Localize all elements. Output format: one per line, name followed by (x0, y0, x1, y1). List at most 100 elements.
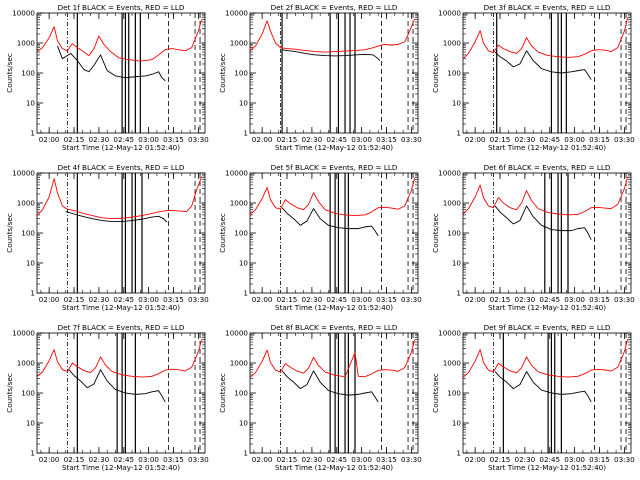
x-tick-label: 02:45 (326, 135, 347, 144)
x-tick-label: 02:30 (89, 455, 110, 464)
x-tick-label: 02:15 (277, 135, 298, 144)
y-axis-label: Counts/sec (431, 373, 440, 413)
x-tick-label: 02:00 (39, 295, 60, 304)
y-tick-label: 10000 (12, 9, 35, 18)
y-tick-label: 1 (456, 129, 461, 138)
y-tick-label: 1000 (443, 39, 462, 48)
y-tick-label: 1 (30, 289, 35, 298)
chart-title: Det 4f BLACK = Events, RED = LLD (58, 163, 185, 172)
x-tick-label: 03:15 (163, 135, 184, 144)
chart-title: Det 1f BLACK = Events, RED = LLD (58, 3, 185, 12)
x-tick-label: 02:15 (277, 455, 298, 464)
chart-panel: Det 6f BLACK = Events, RED = LLD 1 10 100 10… (431, 163, 635, 312)
y-tick-label: 1000 (17, 199, 36, 208)
x-tick-label: 03:00 (564, 295, 585, 304)
x-tick-label: 03:00 (351, 455, 372, 464)
x-axis-label: Start Time (12-May-12 01:52:40) (275, 463, 393, 472)
y-tick-label: 10 (239, 259, 249, 268)
x-tick-label: 02:00 (465, 295, 486, 304)
events-series-line (281, 49, 381, 61)
x-axis-label: Start Time (12-May-12 01:52:40) (275, 303, 393, 312)
y-tick-label: 10 (26, 259, 36, 268)
y-tick-label: 1000 (230, 199, 249, 208)
x-axis-label: Start Time (12-May-12 01:52:40) (488, 143, 606, 152)
x-tick-label: 03:30 (614, 455, 635, 464)
lld-series-line (462, 176, 629, 216)
y-axis-label: Counts/sec (218, 53, 227, 93)
x-axis-label: Start Time (12-May-12 01:52:40) (62, 303, 180, 312)
y-tick-label: 1000 (230, 39, 249, 48)
x-tick-label: 03:30 (401, 295, 422, 304)
y-tick-label: 100 (234, 229, 248, 238)
y-tick-label: 10 (26, 99, 36, 108)
lld-series-line (36, 176, 203, 220)
events-series-line (281, 207, 379, 237)
x-tick-label: 03:15 (589, 295, 610, 304)
y-tick-label: 10 (452, 259, 462, 268)
y-tick-label: 1000 (230, 359, 249, 368)
x-tick-label: 03:30 (614, 295, 635, 304)
x-tick-label: 03:30 (188, 455, 209, 464)
y-tick-label: 10 (26, 419, 36, 428)
y-tick-label: 1000 (443, 199, 462, 208)
x-tick-label: 03:00 (138, 455, 159, 464)
x-tick-label: 02:00 (39, 135, 60, 144)
y-tick-label: 100 (447, 69, 461, 78)
y-tick-label: 1 (456, 449, 461, 458)
events-series-line (57, 45, 166, 82)
x-tick-label: 02:15 (490, 295, 511, 304)
y-tick-label: 1 (243, 449, 248, 458)
y-tick-label: 100 (21, 69, 35, 78)
x-tick-label: 02:15 (64, 455, 85, 464)
y-tick-label: 1000 (17, 39, 36, 48)
y-tick-label: 1 (30, 129, 35, 138)
y-tick-label: 1 (243, 289, 248, 298)
x-tick-label: 02:15 (490, 455, 511, 464)
y-axis-label: Counts/sec (5, 213, 14, 253)
events-series-line (494, 371, 592, 403)
chart-title: Det 8f BLACK = Events, RED = LLD (271, 323, 398, 332)
x-tick-label: 02:45 (326, 455, 347, 464)
x-tick-label: 02:30 (515, 295, 536, 304)
chart-panel: Det 1f BLACK = Events, RED = LLD 1 10 100 10… (5, 3, 209, 152)
chart-panel: Det 2f BLACK = Events, RED = LLD 1 10 100 10… (218, 3, 422, 152)
events-series-line (68, 369, 166, 403)
events-series-line (281, 370, 379, 403)
y-axis-label: Counts/sec (218, 373, 227, 413)
x-tick-label: 03:15 (376, 455, 397, 464)
lld-series-line (249, 18, 416, 53)
chart-title: Det 9f BLACK = Events, RED = LLD (484, 323, 611, 332)
x-axis-label: Start Time (12-May-12 01:52:40) (488, 303, 606, 312)
y-axis-label: Counts/sec (5, 53, 14, 93)
chart-panel: Det 9f BLACK = Events, RED = LLD 1 10 100 10… (431, 323, 635, 472)
y-tick-label: 1 (243, 129, 248, 138)
y-axis-label: Counts/sec (431, 53, 440, 93)
y-axis-label: Counts/sec (218, 213, 227, 253)
x-axis-label: Start Time (12-May-12 01:52:40) (488, 463, 606, 472)
x-tick-label: 03:00 (351, 135, 372, 144)
x-axis-label: Start Time (12-May-12 01:52:40) (62, 463, 180, 472)
x-tick-label: 02:00 (252, 455, 273, 464)
y-axis-label: Counts/sec (5, 373, 14, 413)
x-tick-label: 02:30 (302, 295, 323, 304)
y-tick-label: 10 (239, 99, 249, 108)
y-tick-label: 10000 (438, 169, 461, 178)
x-tick-label: 02:00 (465, 135, 486, 144)
chart-panel: Det 5f BLACK = Events, RED = LLD 1 10 100 10… (218, 163, 422, 312)
x-tick-label: 02:30 (89, 295, 110, 304)
chart-panel: Det 4f BLACK = Events, RED = LLD 1 10 100 10… (5, 163, 209, 312)
y-tick-label: 1000 (443, 359, 462, 368)
lld-series-line (249, 177, 416, 217)
chart-panel: Det 3f BLACK = Events, RED = LLD 1 10 100 10… (431, 3, 635, 152)
x-tick-label: 03:30 (401, 455, 422, 464)
y-tick-label: 1000 (17, 359, 36, 368)
y-tick-label: 10000 (225, 169, 248, 178)
y-tick-label: 10000 (12, 329, 35, 338)
lld-series-line (36, 19, 203, 62)
x-tick-label: 02:45 (539, 295, 560, 304)
chart-title: Det 3f BLACK = Events, RED = LLD (484, 3, 611, 12)
y-tick-label: 10 (239, 419, 249, 428)
x-tick-label: 03:15 (376, 135, 397, 144)
